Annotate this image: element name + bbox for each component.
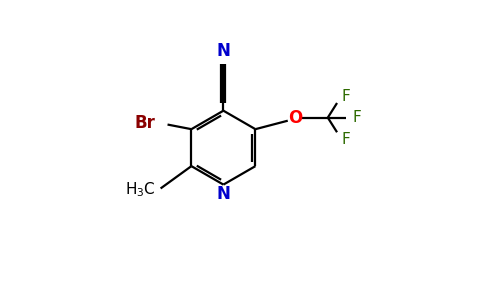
Text: F: F — [342, 88, 350, 104]
Text: Br: Br — [135, 114, 155, 132]
Text: O: O — [288, 109, 302, 127]
Text: F: F — [352, 110, 361, 125]
Text: H$_3$C: H$_3$C — [125, 181, 156, 199]
Text: F: F — [342, 132, 350, 147]
Text: N: N — [216, 42, 230, 60]
Text: N: N — [216, 185, 230, 203]
